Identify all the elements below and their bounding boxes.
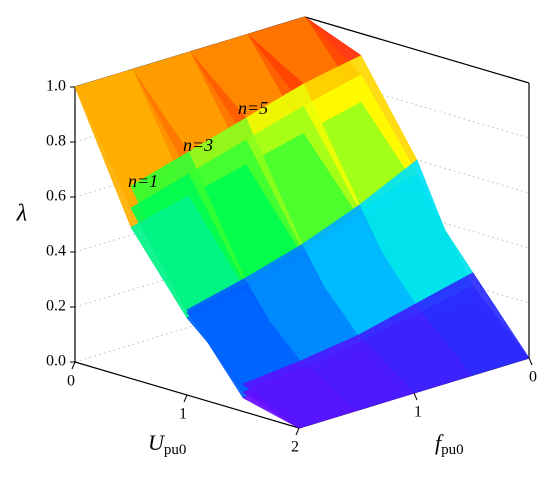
- series-label: n=5: [238, 98, 268, 118]
- z-tick-label: 0.0: [46, 353, 66, 370]
- y-axis-label-sub: pu0: [441, 442, 464, 458]
- x-tick-label: 1: [179, 406, 187, 423]
- x-axis-label: Upu0: [148, 430, 186, 458]
- y-tick-label: 1: [414, 404, 422, 421]
- y-axis-label: fpu0: [435, 430, 464, 458]
- x-tick: [295, 427, 300, 436]
- y-axis-label-main: f: [435, 430, 444, 455]
- series-label: n=3: [183, 135, 213, 155]
- x-tick: [183, 394, 188, 403]
- y-tick: [413, 392, 418, 401]
- z-tick-label: 0.6: [46, 188, 66, 205]
- axis-line: [304, 16, 530, 84]
- z-axis-label: λ: [16, 201, 27, 227]
- x-axis-label-sub: pu0: [164, 442, 187, 458]
- z-tick-label: 1.0: [46, 78, 66, 95]
- y-tick-label: 0: [529, 369, 537, 386]
- z-tick-label: 0.4: [46, 243, 66, 260]
- z-tick-label: 0.8: [46, 133, 66, 150]
- x-axis-label-main: U: [148, 430, 166, 455]
- grid-line: [304, 71, 530, 139]
- y-tick: [528, 357, 533, 366]
- z-tick-label: 0.2: [46, 298, 66, 315]
- x-tick: [71, 361, 76, 370]
- x-tick-label: 2: [291, 439, 299, 456]
- series-label: n=1: [128, 171, 158, 191]
- x-tick-label: 0: [67, 373, 75, 390]
